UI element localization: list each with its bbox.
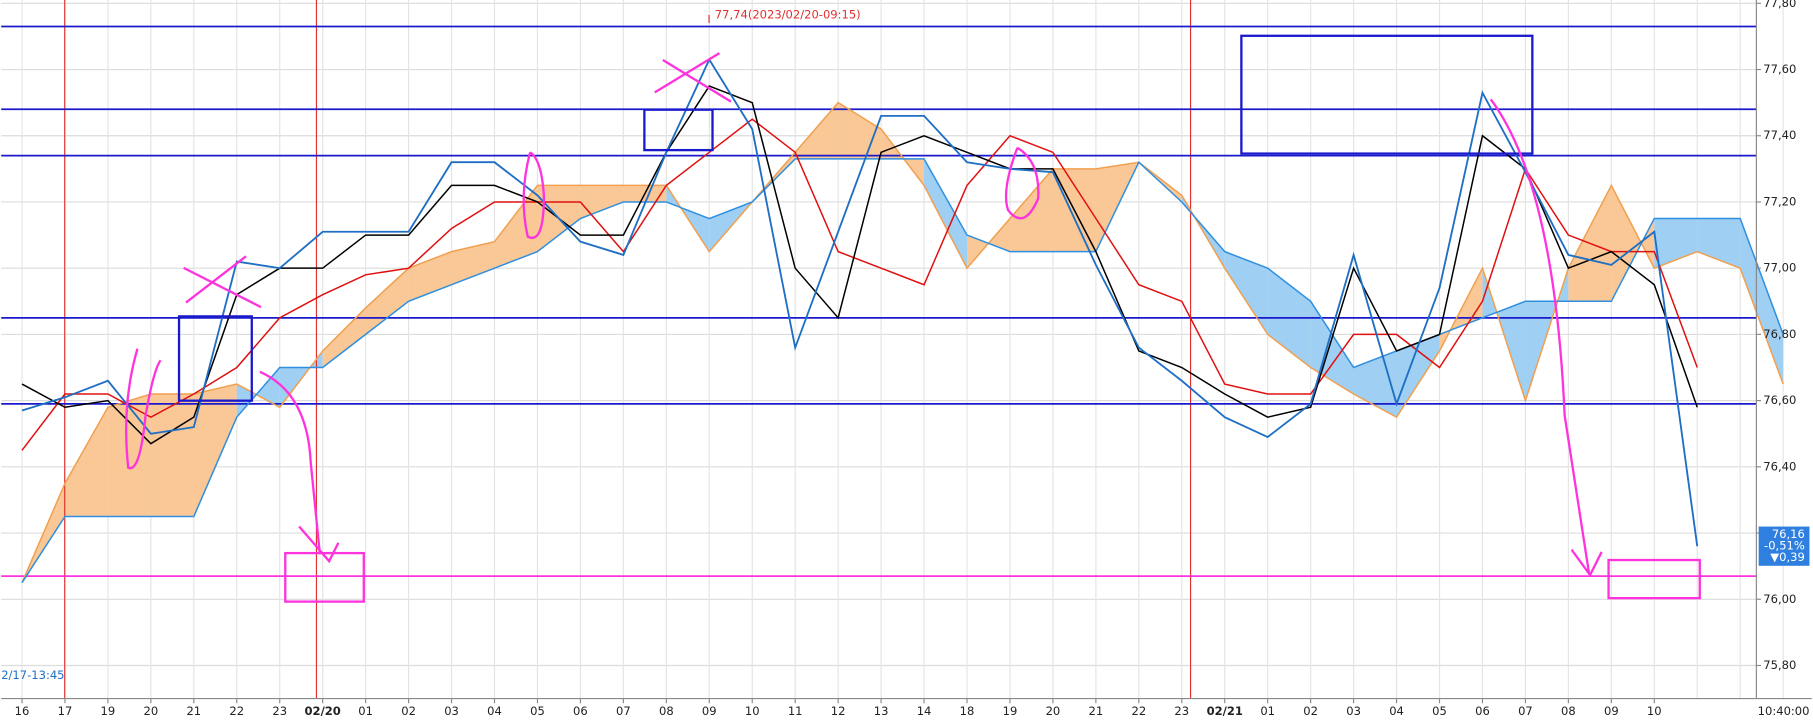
cloud-segment: [1224, 251, 1268, 335]
badge-change: ▼0,39: [1770, 550, 1805, 564]
cloud-segment: [150, 393, 194, 517]
x-tick-label: 02: [1303, 704, 1318, 718]
series-line: [21, 85, 1698, 445]
annotation-arrow: [259, 370, 340, 564]
annotation-scribble: [125, 348, 162, 470]
x-tick-label: 17: [58, 704, 73, 718]
x-tick-label: 02/20: [305, 704, 341, 718]
cloud-segment: [322, 307, 366, 368]
x-tick-label: 04: [487, 704, 502, 718]
x-tick-label: 23: [272, 704, 287, 718]
cloud-segment: [1396, 334, 1440, 418]
x-tick-label: 01: [358, 704, 373, 718]
y-tick-label: 76,60: [1763, 393, 1796, 407]
y-tick-label: 77,40: [1763, 128, 1796, 142]
badge-change-pct: -0,51%: [1764, 539, 1805, 553]
x-tick-label: 22: [229, 704, 244, 718]
series-line: [21, 158, 1784, 584]
x-tick-label: 21: [1089, 704, 1104, 718]
x-tick-label: 13: [874, 704, 889, 718]
x-tick-label: 07: [1518, 704, 1533, 718]
y-tick-label: 76,00: [1763, 592, 1796, 606]
cloud-segment: [795, 102, 839, 159]
annotation-box: [177, 315, 253, 402]
x-tick-label: 05: [1432, 704, 1447, 718]
cloud-segment: [451, 241, 495, 285]
annotations: [125, 34, 1701, 603]
x-tick-label: 21: [186, 704, 201, 718]
cloud-segment: [494, 185, 538, 269]
x-tick-label: 04: [1389, 704, 1404, 718]
x-tick-label: 23: [1174, 704, 1189, 718]
cloud-segment: [1611, 185, 1655, 302]
cloud-segment: [1697, 218, 1741, 269]
x-tick-label: 08: [1561, 704, 1576, 718]
annotation-cross: [654, 52, 732, 103]
annotation-box: [1240, 34, 1534, 155]
y-tick-label: 77,20: [1763, 194, 1796, 208]
y-tick-label: 77,60: [1763, 62, 1796, 76]
cloud-segment: [193, 384, 237, 517]
x-tick-label: 06: [573, 704, 588, 718]
x-tick-label: 02: [401, 704, 416, 718]
x-tick-label: 02/21: [1207, 704, 1243, 718]
series-line: [21, 57, 1699, 547]
cloud-segment: [1740, 218, 1784, 385]
cloud-segment: [924, 158, 968, 269]
x-tick-label: 20: [144, 704, 159, 718]
x-tick-label: 11: [788, 704, 803, 718]
annotation-scribble: [1004, 146, 1040, 220]
reference-lines: [1, 25, 1757, 577]
x-tick-label: 07: [616, 704, 631, 718]
x-tick-label: 06: [1475, 704, 1490, 718]
x-tick-label: 20: [1046, 704, 1061, 718]
price-badge: [1758, 526, 1810, 566]
y-tick-label: 76,40: [1763, 459, 1796, 473]
x-tick-label: 19: [101, 704, 116, 718]
high-label: 77,74(2023/02/20-09:15): [715, 8, 861, 22]
series: [21, 57, 1784, 584]
annotation-box: [643, 108, 714, 152]
annotation-scribble: [522, 151, 546, 239]
annotation-cross: [183, 255, 262, 309]
cloud-segment: [580, 185, 624, 219]
x-tick-label: 01: [1260, 704, 1275, 718]
badge-price: 76,16: [1772, 527, 1805, 541]
x-tick-label: 22: [1131, 704, 1146, 718]
start-label: 2/17-13:45: [1, 668, 64, 682]
x-tick-label: 16: [15, 704, 30, 718]
x-tick-label: 19: [1003, 704, 1018, 718]
y-tick-label: 77,80: [1763, 0, 1796, 10]
cloud-segment: [408, 251, 452, 302]
x-tick-label: 12: [831, 704, 846, 718]
y-tick-label: 77,00: [1763, 261, 1796, 275]
y-tick-label: 76,80: [1763, 327, 1796, 341]
annotation-box: [284, 551, 365, 603]
x-tick-label: 03: [444, 704, 459, 718]
cloud-segment: [107, 393, 151, 517]
x-tick-label: 09: [702, 704, 717, 718]
series-line: [21, 118, 1698, 451]
series-line: [21, 101, 1784, 584]
grid: [1, 0, 1784, 699]
x-tick-label: 14: [917, 704, 932, 718]
annotation-arrow: [1489, 98, 1603, 578]
x-tick-label: 09: [1604, 704, 1619, 718]
x-tick-label: 05: [530, 704, 545, 718]
annotation-box: [1607, 558, 1701, 600]
x-tick-label: 03: [1346, 704, 1361, 718]
x-tick-label: 08: [659, 704, 674, 718]
x-tick-label: 10: [745, 704, 760, 718]
cloud-segment: [64, 407, 108, 517]
x-tick-label: 18: [960, 704, 975, 718]
y-tick-label: 75,80: [1763, 658, 1796, 672]
x-tick-label: 10: [1647, 704, 1662, 718]
time-label: 10:40:00: [1758, 704, 1810, 718]
